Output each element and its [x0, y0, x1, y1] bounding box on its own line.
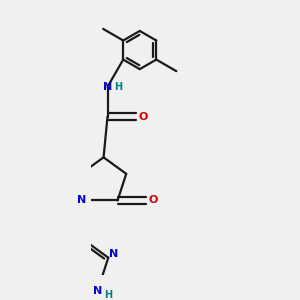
Text: O: O [138, 112, 147, 122]
Text: N: N [103, 82, 112, 92]
Text: H: H [104, 290, 112, 300]
Text: N: N [109, 249, 119, 259]
Text: H: H [114, 82, 122, 92]
Text: N: N [77, 195, 86, 206]
Text: O: O [148, 195, 158, 206]
Text: N: N [93, 286, 103, 296]
